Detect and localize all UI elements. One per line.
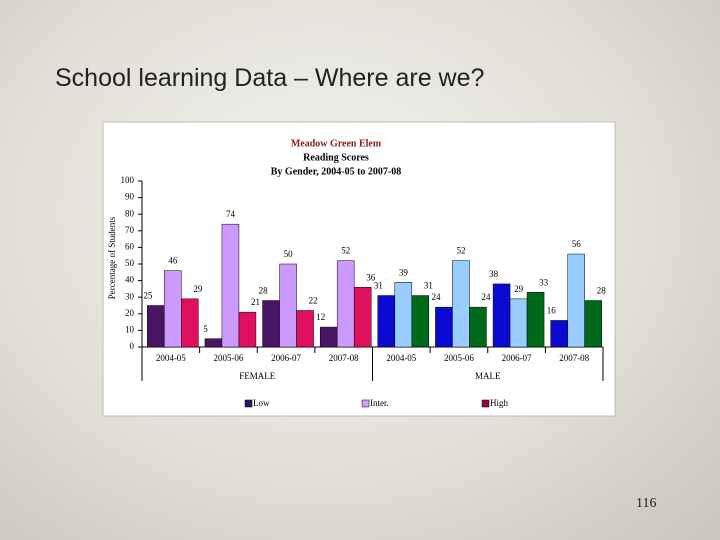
bar (526, 291, 545, 348)
chart-subtitle: Reading Scores (303, 152, 369, 163)
value-label: 28 (259, 286, 269, 296)
value-label: 28 (597, 286, 607, 296)
y-tick-label: 70 (125, 225, 135, 235)
bar (584, 300, 602, 348)
bar (147, 305, 165, 348)
chart-title: Meadow Green Elem (291, 138, 382, 149)
legend-swatch (361, 399, 370, 408)
value-label: 12 (316, 312, 325, 322)
value-label: 16 (547, 306, 557, 316)
value-label: 56 (572, 239, 582, 249)
value-label: 24 (481, 292, 491, 302)
bar (509, 298, 528, 348)
value-label: 46 (168, 256, 178, 266)
legend-label: Low (253, 398, 270, 408)
y-tick-label: 10 (125, 324, 135, 334)
bar (181, 298, 199, 348)
y-tick-label: 20 (125, 308, 135, 318)
x-tick-label: 2007-08 (559, 353, 589, 363)
legend-swatch (244, 399, 253, 408)
y-tick-label: 60 (125, 241, 135, 251)
y-tick-label: 50 (125, 258, 135, 268)
x-tick-label: 2005-06 (213, 353, 243, 363)
value-label: 5 (203, 324, 208, 334)
chart-subtitle: By Gender, 2004-05 to 2007-08 (271, 166, 401, 177)
value-label: 29 (193, 284, 203, 294)
value-label: 74 (226, 209, 236, 219)
value-label: 38 (489, 269, 499, 279)
group-label: FEMALE (239, 371, 276, 381)
value-label: 36 (366, 272, 376, 282)
legend-label: Inter. (370, 398, 389, 408)
x-tick-label: 2007-08 (329, 353, 359, 363)
bar (279, 263, 297, 348)
value-label: 50 (284, 249, 294, 259)
bar (296, 310, 314, 348)
value-label: 24 (431, 292, 441, 302)
y-tick-label: 100 (121, 175, 135, 185)
value-label: 39 (399, 267, 409, 277)
bar (452, 260, 470, 348)
legend-label: High (490, 398, 509, 408)
bar (567, 253, 585, 348)
y-tick-label: 80 (125, 208, 135, 218)
bar (204, 338, 223, 348)
x-tick-label: 2006-07 (502, 353, 532, 363)
y-tick-label: 90 (125, 192, 135, 202)
value-label: 21 (251, 297, 260, 307)
x-tick-label: 2006-07 (271, 353, 301, 363)
bar (164, 270, 182, 348)
bar (394, 282, 413, 348)
y-tick-label: 0 (130, 341, 135, 351)
x-tick-label: 2004-05 (386, 353, 416, 363)
value-label: 25 (143, 291, 153, 301)
slide-title: School learning Data – Where are we? (55, 64, 485, 92)
value-label: 52 (341, 246, 350, 256)
bar (353, 286, 372, 348)
value-label: 31 (424, 281, 433, 291)
bar (469, 306, 487, 348)
bar (377, 295, 396, 348)
bar (238, 311, 257, 348)
value-label: 22 (309, 296, 318, 306)
y-axis-label: Percentage of Students (107, 216, 117, 299)
bar (435, 306, 453, 348)
value-label: 52 (456, 246, 465, 256)
bar (411, 295, 430, 348)
bar (492, 283, 511, 348)
bar (336, 260, 355, 348)
bar (550, 320, 568, 348)
x-tick-label: 2004-05 (156, 353, 186, 363)
bar (221, 223, 240, 348)
page-number: 116 (636, 496, 657, 511)
x-tick-label: 2005-06 (444, 353, 474, 363)
value-label: 31 (374, 281, 383, 291)
bar (319, 326, 338, 348)
y-tick-label: 40 (125, 275, 135, 285)
value-label: 33 (539, 277, 549, 287)
y-tick-label: 30 (125, 291, 135, 301)
chart-frame (102, 121, 616, 417)
bar (262, 300, 280, 348)
legend-swatch (481, 399, 490, 408)
group-label: MALE (475, 371, 501, 381)
value-label: 29 (514, 284, 524, 294)
